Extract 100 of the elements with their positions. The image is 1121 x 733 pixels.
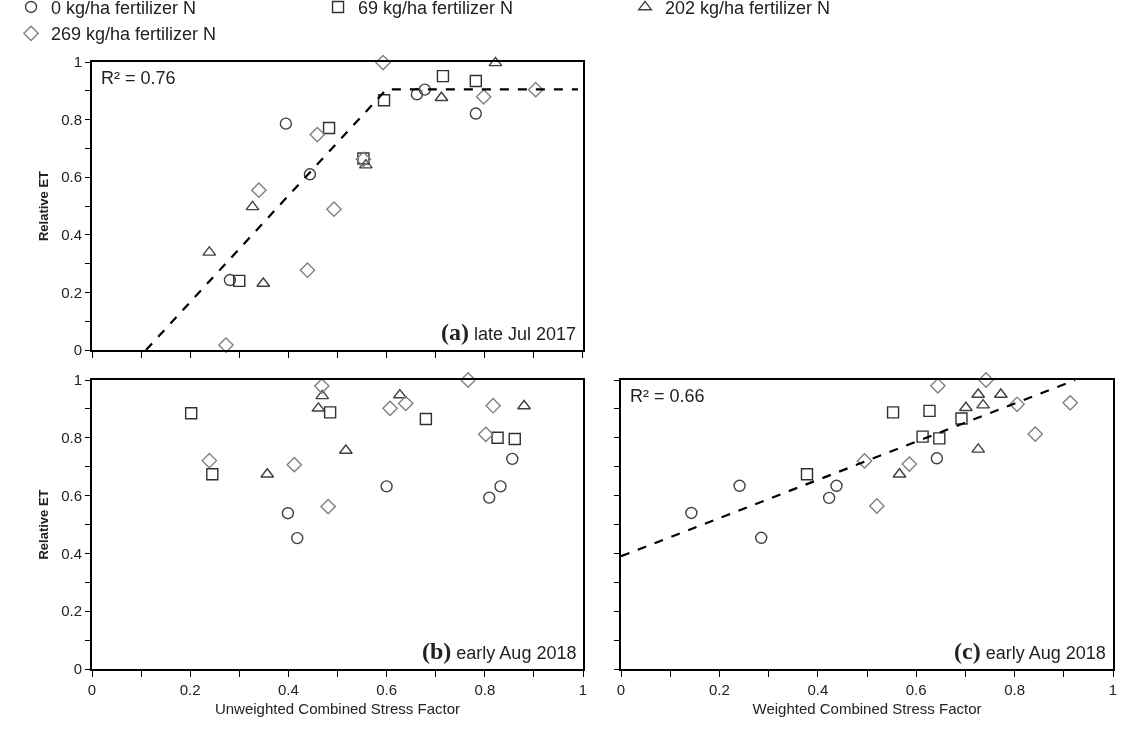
point <box>323 406 337 419</box>
y-tick-label: 0.8 <box>61 429 82 447</box>
y-tick-label: 0.4 <box>61 544 82 562</box>
x-tick-label: 1 <box>578 681 588 698</box>
point <box>483 491 496 504</box>
point <box>469 107 483 120</box>
y-tick-label: 0 <box>73 660 82 678</box>
y-tick-label: 0.2 <box>61 283 82 301</box>
point <box>976 398 991 409</box>
x-tick-label: 0.6 <box>376 681 398 698</box>
y-axis-title: Relative ET <box>35 489 51 560</box>
point <box>281 507 295 520</box>
point <box>326 201 342 218</box>
x-tick-label: 0 <box>87 681 97 698</box>
legend-label: 269 kg/ha fertilizer N <box>51 24 217 45</box>
y-tick-label: 1 <box>73 53 82 71</box>
point <box>475 89 492 105</box>
point <box>382 400 398 417</box>
point <box>377 94 391 107</box>
point <box>291 531 304 545</box>
point <box>1062 394 1079 411</box>
point <box>685 506 698 520</box>
point <box>309 126 326 143</box>
point <box>380 480 393 493</box>
point <box>303 168 317 181</box>
y-tick-label: 1 <box>73 371 82 389</box>
legend-label: 202 kg/ha fertilizer N <box>665 0 831 18</box>
point <box>800 468 814 481</box>
point <box>279 117 293 130</box>
point <box>955 412 968 425</box>
x-axis-title: Weighted Combined Stress Factor <box>752 699 982 717</box>
point <box>508 432 521 446</box>
point <box>494 480 507 493</box>
point <box>299 262 316 279</box>
point <box>313 378 330 394</box>
point <box>755 531 768 544</box>
point <box>233 274 246 288</box>
point <box>218 337 234 353</box>
point <box>916 430 929 443</box>
point <box>245 200 260 211</box>
y-tick-label: 0.6 <box>61 486 82 504</box>
point <box>286 456 303 473</box>
point <box>322 121 336 135</box>
point <box>206 468 219 481</box>
x-tick-label: 0.8 <box>1004 681 1026 698</box>
point <box>392 388 407 399</box>
point <box>251 182 267 199</box>
point <box>978 372 994 388</box>
point <box>485 397 501 414</box>
point <box>418 83 431 96</box>
annotation: (a) late Jul 2017 <box>441 319 577 345</box>
point <box>868 498 885 514</box>
point <box>886 406 900 419</box>
y-tick-label: 0.2 <box>61 602 82 620</box>
point <box>375 54 391 71</box>
point <box>184 407 198 420</box>
point <box>460 372 476 388</box>
point <box>410 88 424 101</box>
point <box>527 81 544 98</box>
legend-label: 69 kg/ha fertilizer N <box>358 0 514 18</box>
x-tick-label: 1 <box>1108 681 1118 698</box>
point <box>436 69 450 83</box>
x-tick-label: 0.8 <box>474 681 496 698</box>
point <box>223 273 237 287</box>
point <box>517 399 532 410</box>
x-tick-label: 0.6 <box>905 681 927 698</box>
x-tick-label: 0.4 <box>807 681 829 698</box>
point <box>315 389 330 400</box>
y-tick-label: 0 <box>73 341 82 359</box>
point <box>1009 396 1025 413</box>
point <box>856 453 873 469</box>
annotation: R² = 0.76 <box>101 68 176 88</box>
legend-label: 0 kg/ha fertilizer N <box>51 0 197 18</box>
annotation: (b) early Aug 2018 <box>422 638 577 664</box>
annotation: R² = 0.66 <box>630 386 705 406</box>
point <box>933 432 946 445</box>
point <box>397 395 414 412</box>
point <box>1027 426 1044 442</box>
point <box>477 426 494 443</box>
y-axis-title: Relative ET <box>35 170 51 242</box>
point <box>434 91 449 102</box>
x-tick-label: 0.2 <box>708 681 730 698</box>
point <box>930 377 946 394</box>
point <box>733 479 746 492</box>
point <box>419 412 433 426</box>
point <box>830 479 843 492</box>
point <box>923 404 936 418</box>
point <box>488 56 503 67</box>
point <box>469 74 483 88</box>
point <box>901 456 918 472</box>
point <box>930 452 944 465</box>
x-axis-title: Unweighted Combined Stress Factor <box>214 699 461 717</box>
x-tick-label: 0.2 <box>179 681 201 698</box>
point <box>320 498 337 515</box>
point <box>358 158 373 169</box>
annotation: (c) early Aug 2018 <box>954 638 1106 664</box>
point <box>491 431 504 444</box>
point <box>201 452 218 469</box>
point <box>506 452 519 466</box>
y-tick-label: 0.8 <box>61 110 82 128</box>
